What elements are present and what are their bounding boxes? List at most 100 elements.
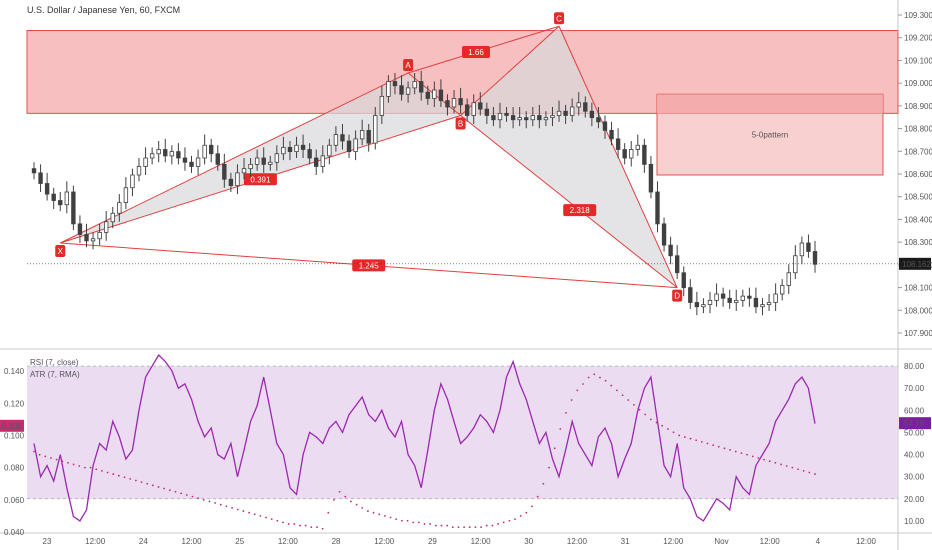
time-tick-label: 29 <box>428 537 437 546</box>
atr-dot <box>514 518 516 521</box>
point-marker-bg <box>403 59 414 71</box>
atr-dot <box>89 466 92 469</box>
atr-dot <box>565 412 567 414</box>
chart-title: U.S. Dollar / Japanese Yen, 60, FXCM <box>27 5 180 15</box>
candle-body <box>90 238 96 242</box>
candle-body <box>44 183 50 195</box>
candle-body <box>392 81 398 87</box>
atr-dot <box>417 521 420 524</box>
atr-dot <box>717 445 720 448</box>
time-tick-label: 12:00 <box>374 537 395 546</box>
time-tick-label: 28 <box>332 537 341 546</box>
atr-tick-label: 0.040 <box>4 528 25 537</box>
atr-dot <box>814 473 816 475</box>
atr-dot <box>208 500 211 503</box>
ratio-label-bg <box>462 45 491 58</box>
atr-dot <box>576 389 579 392</box>
candle-body <box>327 144 332 157</box>
price-tick-label: 108.700 <box>904 147 932 156</box>
price-tick-label: 108.100 <box>904 284 932 293</box>
candle-body <box>189 161 194 167</box>
candle-body <box>471 102 476 116</box>
candle-body <box>602 121 608 131</box>
atr-dot <box>740 452 743 455</box>
atr-dot <box>112 473 115 475</box>
candle-body <box>484 108 490 116</box>
atr-dot <box>163 487 166 490</box>
atr-dot <box>508 519 511 522</box>
rsi-title: RSI (7, close) <box>30 358 79 367</box>
candle-body <box>563 110 568 116</box>
candle-body <box>707 299 713 306</box>
candle-body <box>510 115 516 121</box>
price-tick-label: 108.300 <box>904 238 932 247</box>
candle-body <box>123 187 129 204</box>
atr-dot <box>593 373 596 376</box>
last-price-tag: 108.162 <box>902 260 931 269</box>
atr-dot <box>802 469 805 472</box>
atr-dot <box>293 523 296 525</box>
atr-dot <box>649 418 652 421</box>
atr-dot <box>785 465 788 467</box>
atr-dot <box>168 489 171 492</box>
atr-dot <box>666 428 669 430</box>
ratio-label: 1.66 <box>468 48 484 57</box>
candle-body <box>812 251 818 265</box>
atr-dot <box>202 498 205 501</box>
candle-body <box>793 255 798 274</box>
candle-body <box>333 134 339 146</box>
atr-tick-label: 0.120 <box>4 399 25 408</box>
atr-dot <box>248 511 250 514</box>
candle-body <box>760 304 765 308</box>
candle-body <box>451 98 457 108</box>
atr-dot <box>157 486 160 488</box>
atr-dot <box>333 498 335 501</box>
atr-dot <box>321 527 324 530</box>
candle-body <box>661 223 667 246</box>
price-tick-label: 108.400 <box>904 215 932 224</box>
candle-body <box>84 234 89 242</box>
time-tick-label: 12:00 <box>760 537 781 546</box>
candle-body <box>215 153 220 165</box>
time-tick-label: 12:00 <box>856 537 877 546</box>
candle-body <box>373 115 378 144</box>
atr-dot <box>621 394 624 397</box>
candle-body <box>248 163 253 170</box>
candle-body <box>281 146 286 155</box>
candle-body <box>766 302 772 306</box>
time-tick-label: Nov <box>714 537 728 546</box>
atr-dot <box>383 515 386 517</box>
rsi-tick-label: 40.00 <box>904 451 925 460</box>
candle-body <box>405 87 411 95</box>
atr-dot <box>729 449 732 451</box>
atr-dot <box>117 474 120 477</box>
candle-body <box>740 295 745 301</box>
candle-body <box>550 115 555 119</box>
atr-dot <box>197 497 200 500</box>
rsi-band <box>27 366 898 499</box>
time-tick-label: 30 <box>524 537 533 546</box>
candle-body <box>583 102 588 112</box>
atr-dot <box>672 431 675 434</box>
rsi-pane: 80.00 70.00 60.00 50.00 40.00 30.00 20.00 10.00… <box>0 353 931 537</box>
atr-dot <box>50 457 52 459</box>
candle-body <box>537 115 542 121</box>
atr-dot <box>231 506 233 509</box>
atr-dot <box>616 389 618 392</box>
candle-body <box>543 117 549 121</box>
candle-body <box>71 191 76 225</box>
atr-dot <box>723 447 726 450</box>
atr-dot <box>55 458 58 461</box>
candle-body <box>412 81 417 89</box>
point-marker-x: X <box>58 247 64 256</box>
candle-body <box>300 144 306 150</box>
atr-dot <box>225 505 228 508</box>
candle-body <box>156 149 161 155</box>
candle-body <box>701 304 706 308</box>
candle-body <box>609 129 614 140</box>
atr-dot <box>570 399 573 401</box>
atr-dot <box>67 461 69 464</box>
candle-body <box>786 272 791 286</box>
atr-dot <box>129 478 132 480</box>
atr-dot <box>367 510 369 512</box>
